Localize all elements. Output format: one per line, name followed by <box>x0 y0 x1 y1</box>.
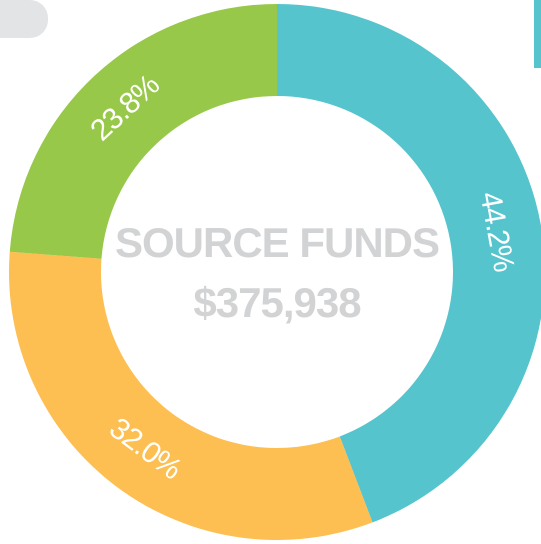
decor-bar <box>534 0 541 68</box>
donut-segment <box>9 251 373 540</box>
chart-title: SOURCE FUNDS <box>115 219 439 266</box>
decor-tab <box>0 0 48 38</box>
donut: 44.2%32.0%23.8% <box>9 4 541 540</box>
chart-subtitle: $375,938 <box>193 279 361 326</box>
donut-segment <box>9 4 278 259</box>
donut-segment <box>277 4 541 523</box>
